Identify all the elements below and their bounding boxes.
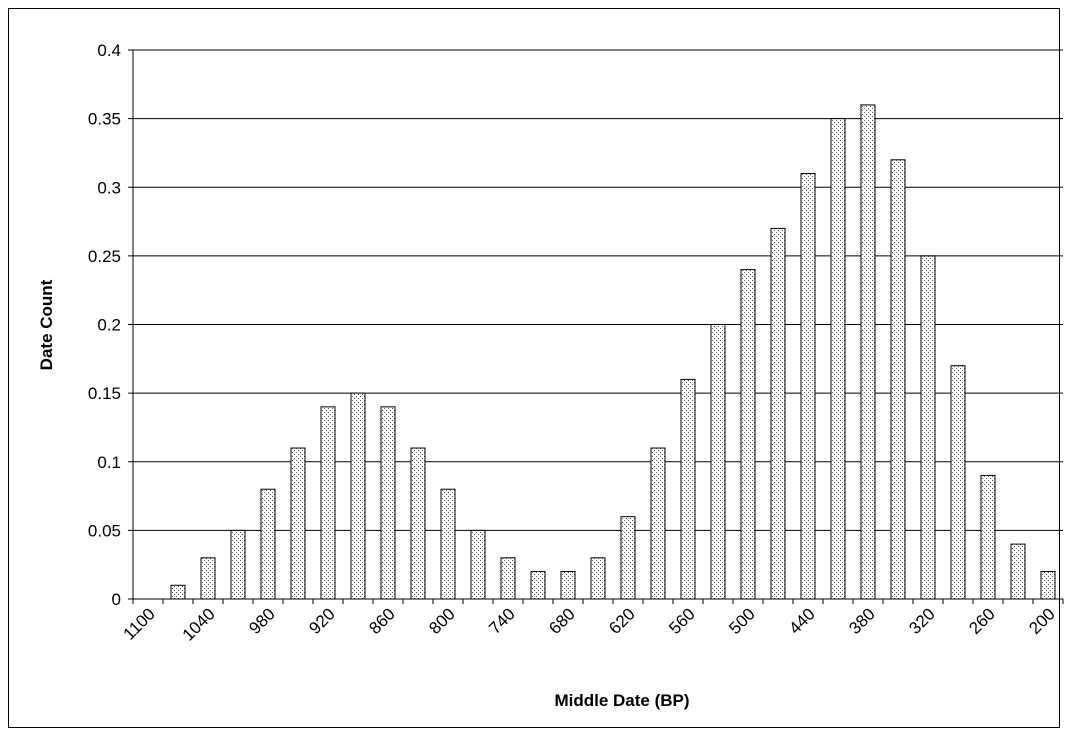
x-tick-label: 500 — [725, 604, 758, 637]
bar — [170, 584, 186, 600]
y-tick-label: 0.25 — [88, 247, 121, 266]
x-tick-label: 920 — [305, 604, 338, 637]
y-tick-label: 0.15 — [88, 384, 121, 403]
bar — [920, 255, 936, 600]
bar — [590, 557, 606, 600]
x-tick-label: 860 — [365, 604, 398, 637]
y-tick-label: 0.1 — [97, 453, 121, 472]
y-tick-label: 0.2 — [97, 316, 121, 335]
y-tick-label: 0.05 — [88, 521, 121, 540]
x-tick-label: 440 — [785, 604, 818, 637]
bar — [980, 474, 996, 600]
bar — [710, 324, 726, 600]
x-tick-label: 1100 — [120, 604, 159, 643]
bar — [440, 488, 456, 600]
bar — [680, 378, 696, 600]
bar — [770, 227, 786, 600]
x-tick-label: 740 — [485, 604, 518, 637]
x-tick-label: 980 — [245, 604, 278, 637]
bar — [260, 488, 276, 600]
bar — [740, 269, 756, 600]
bar — [200, 557, 216, 600]
bar — [800, 173, 816, 600]
bar — [560, 571, 576, 600]
y-axis-label: Date Count — [37, 279, 56, 370]
bar — [530, 571, 546, 600]
x-tick-label: 620 — [605, 604, 638, 637]
bar — [500, 557, 516, 600]
x-tick-label: 320 — [905, 604, 938, 637]
x-axis-label: Middle Date (BP) — [554, 691, 689, 710]
bar — [1040, 571, 1056, 600]
bar — [320, 406, 336, 600]
bar — [830, 118, 846, 600]
frame — [8, 8, 1060, 728]
y-tick-label: 0.3 — [97, 178, 121, 197]
bar — [290, 447, 306, 600]
bar — [1010, 543, 1026, 600]
bar — [350, 392, 366, 600]
bar — [470, 529, 486, 600]
bar — [860, 104, 876, 600]
bar — [890, 159, 906, 600]
x-tick-label: 200 — [1025, 604, 1058, 637]
bar — [650, 447, 666, 600]
x-tick-label: 560 — [665, 604, 698, 637]
y-tick-label: 0.35 — [88, 110, 121, 129]
bar — [410, 447, 426, 600]
bar — [620, 516, 636, 600]
x-tick-label: 1040 — [179, 604, 219, 644]
x-tick-label: 680 — [545, 604, 578, 637]
x-tick-label: 260 — [965, 604, 998, 637]
bar — [380, 406, 396, 600]
y-tick-label: 0 — [112, 590, 121, 609]
x-tick-label: 800 — [425, 604, 458, 637]
bar — [230, 529, 246, 600]
bar — [950, 365, 966, 600]
x-tick-label: 380 — [845, 604, 878, 637]
y-tick-label: 0.4 — [97, 41, 121, 60]
